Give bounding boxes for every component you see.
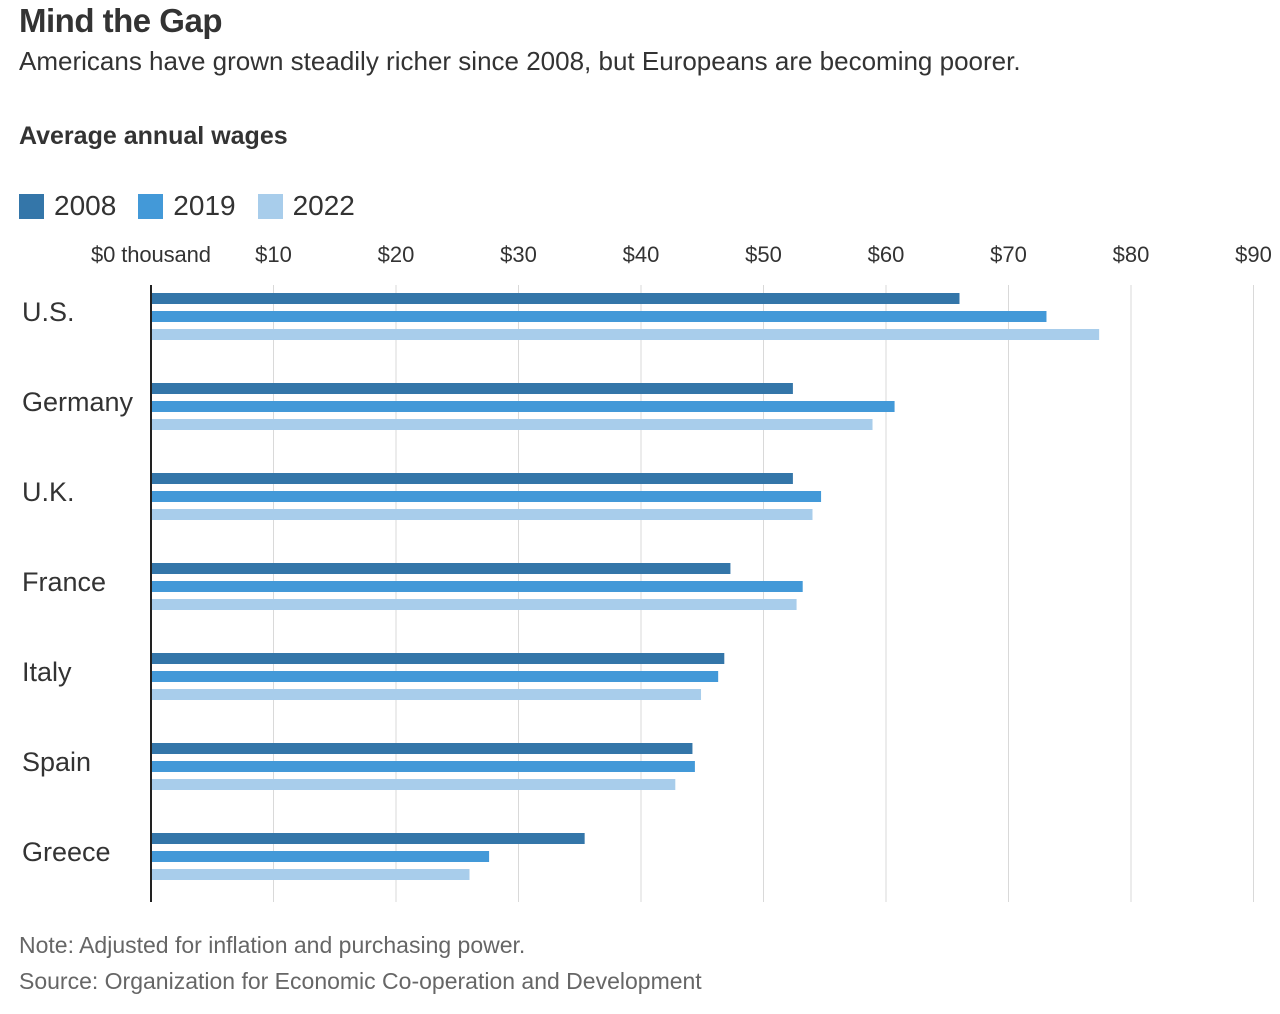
chart-subtitle: Americans have grown steadily richer sin…: [19, 46, 1021, 76]
bar-2008: [151, 563, 731, 574]
x-tick-label: $40: [623, 242, 660, 267]
category-label: Spain: [22, 747, 91, 777]
legend-swatch-2022: [257, 193, 283, 219]
bar-2008: [151, 383, 793, 394]
bar-2008: [151, 473, 793, 484]
legend-label-2022: 2022: [292, 190, 355, 221]
chart-heading: Average annual wages: [19, 122, 288, 150]
chart-source: Source: Organization for Economic Co-ope…: [19, 968, 702, 994]
bar-2022: [151, 329, 1100, 340]
bar-2008: [151, 653, 725, 664]
bar-2008: [151, 293, 960, 304]
x-tick-label: $10: [255, 242, 292, 267]
legend-item-2008: 2008: [19, 190, 116, 222]
x-tick-label: $20: [378, 242, 415, 267]
bar-2022: [151, 509, 813, 520]
bar-2022: [151, 689, 702, 700]
bar-2019: [151, 761, 695, 772]
bar-2019: [151, 401, 895, 412]
bar-2008: [151, 833, 585, 844]
bar-chart: $0 thousand $10 $20 $30 $40 $50 $60 $70 $80 $90 U.…: [22, 242, 1272, 902]
bar-2022: [151, 599, 797, 610]
bar-2019: [151, 491, 822, 502]
x-tick-label: $60: [868, 242, 905, 267]
x-tick-label: $70: [990, 242, 1027, 267]
legend: 2008 2019 2022: [19, 190, 377, 222]
legend-item-2019: 2019: [138, 190, 236, 222]
bar-2022: [151, 419, 873, 430]
x-tick-label: $30: [500, 242, 537, 267]
bar-2008: [151, 743, 693, 754]
category-label: U.S.: [22, 297, 75, 327]
category-label: Greece: [22, 837, 111, 867]
bar-2019: [151, 311, 1047, 322]
legend-label-2019: 2019: [173, 190, 236, 221]
x-tick-label: $0 thousand: [91, 242, 211, 267]
legend-label-2008: 2008: [54, 190, 117, 221]
bar-2022: [151, 869, 470, 880]
legend-swatch-2008: [19, 193, 44, 219]
bar-2022: [151, 779, 676, 790]
category-label: Germany: [22, 387, 134, 417]
category-label: U.K.: [22, 477, 75, 507]
bar-2019: [151, 581, 803, 592]
chart-note: Note: Adjusted for inflation and purchas…: [19, 932, 526, 958]
bar-2019: [151, 851, 490, 862]
category-label: Italy: [22, 657, 72, 687]
legend-swatch-2019: [138, 193, 164, 219]
chart-main-title: Mind the Gap: [19, 2, 223, 39]
x-tick-label: $50: [745, 242, 782, 267]
bar-2019: [151, 671, 719, 682]
category-label: France: [22, 567, 106, 597]
legend-item-2022: 2022: [257, 190, 355, 222]
x-tick-label: $90: [1235, 242, 1272, 267]
x-tick-label: $80: [1113, 242, 1150, 267]
